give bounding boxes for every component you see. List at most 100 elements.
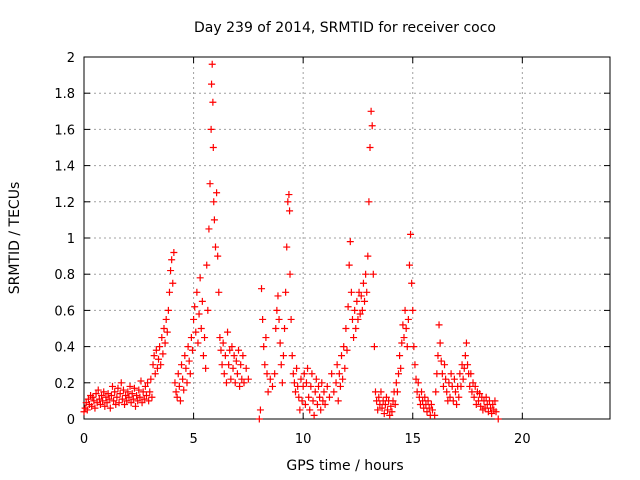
data-point <box>384 406 392 414</box>
data-point <box>235 346 243 354</box>
data-point <box>345 261 353 269</box>
data-point <box>356 310 364 318</box>
data-point <box>297 375 305 383</box>
data-point <box>139 388 147 396</box>
data-point <box>407 230 415 238</box>
y-tick-label: 0.6 <box>54 304 75 319</box>
data-point <box>411 361 419 369</box>
data-point <box>467 370 475 378</box>
data-point <box>333 361 341 369</box>
data-point <box>350 334 358 342</box>
data-point <box>398 339 406 347</box>
data-point <box>362 270 370 278</box>
data-point <box>477 402 485 410</box>
data-point <box>157 361 165 369</box>
data-point <box>192 328 200 336</box>
ticks <box>83 56 610 420</box>
data-point <box>391 401 399 409</box>
data-point <box>142 391 150 399</box>
data-point <box>290 379 298 387</box>
data-point <box>244 375 252 383</box>
data-point <box>262 334 270 342</box>
data-point <box>219 339 227 347</box>
data-point <box>153 364 161 372</box>
data-point <box>83 406 91 414</box>
data-point <box>207 125 215 133</box>
data-point <box>353 297 361 305</box>
data-point <box>335 370 343 378</box>
data-point <box>382 393 390 401</box>
data-point <box>286 270 294 278</box>
data-point <box>344 303 352 311</box>
y-tick-label: 1.4 <box>54 160 75 175</box>
data-point <box>315 382 323 390</box>
data-point <box>116 390 124 398</box>
data-point <box>160 325 168 332</box>
data-point <box>449 397 457 405</box>
data-point <box>181 352 189 360</box>
data-point <box>136 393 144 401</box>
y-tick-label: 0.2 <box>54 377 75 392</box>
data-point <box>386 411 394 419</box>
data-point <box>144 379 152 387</box>
data-point <box>423 408 431 416</box>
data-point <box>258 285 266 293</box>
data-point <box>195 310 203 318</box>
data-point <box>240 379 248 387</box>
data-point <box>213 189 221 197</box>
data-point <box>140 395 148 403</box>
data-point <box>387 402 395 410</box>
data-point <box>206 180 214 188</box>
data-point <box>238 375 246 383</box>
data-point <box>196 274 204 282</box>
data-point <box>274 292 282 300</box>
data-point <box>359 279 367 287</box>
data-point <box>222 379 230 387</box>
data-point <box>441 361 449 369</box>
data-point <box>152 346 160 354</box>
data-point <box>193 288 201 296</box>
y-tick-label: 0.8 <box>54 268 75 283</box>
data-point <box>374 406 382 414</box>
data-point <box>361 297 369 305</box>
data-point <box>229 364 237 372</box>
data-point <box>482 393 490 401</box>
data-point <box>127 399 135 407</box>
x-tick-label: 10 <box>295 432 312 447</box>
data-point <box>291 388 299 396</box>
data-point <box>370 343 378 351</box>
data-point <box>282 288 290 296</box>
data-point <box>460 364 468 372</box>
data-point <box>400 334 408 342</box>
data-point <box>358 306 366 314</box>
data-point <box>418 388 426 396</box>
data-point <box>186 370 194 378</box>
data-point <box>108 382 116 390</box>
data-point <box>201 334 209 342</box>
data-point <box>340 343 348 351</box>
data-point <box>287 315 295 323</box>
data-point <box>325 393 333 401</box>
data-point <box>128 390 136 398</box>
data-point <box>228 343 236 351</box>
data-point <box>293 364 301 372</box>
data-point <box>134 397 142 405</box>
data-point <box>437 357 445 365</box>
data-point <box>285 191 293 199</box>
data-point <box>260 343 268 351</box>
data-point <box>147 375 155 383</box>
data-point <box>455 393 463 401</box>
data-point <box>188 346 196 354</box>
x-tick-label: 15 <box>404 432 421 447</box>
data-point <box>233 370 241 378</box>
data-point <box>191 303 199 311</box>
data-point <box>132 402 140 410</box>
data-point <box>312 375 320 383</box>
y-tick-label: 0.4 <box>54 341 75 356</box>
y-tick-label: 0 <box>67 413 75 428</box>
data-point <box>450 375 458 383</box>
data-point <box>221 352 229 360</box>
data-point <box>268 382 276 390</box>
data-point <box>168 256 176 264</box>
data-point <box>308 370 316 378</box>
